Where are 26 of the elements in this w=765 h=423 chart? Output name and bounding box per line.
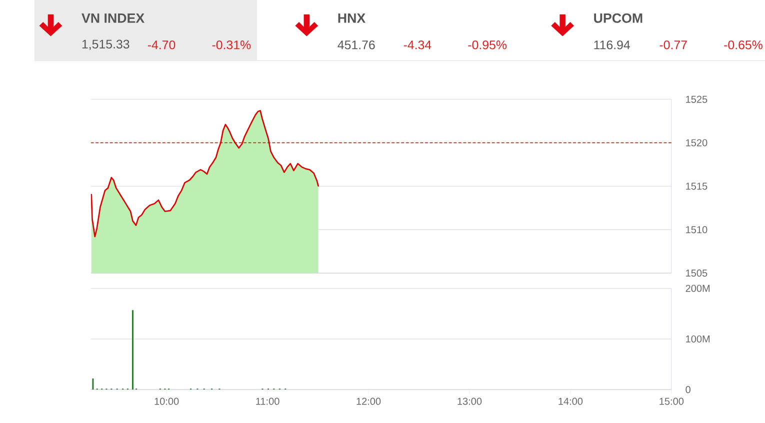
text: 451.76 bbox=[338, 40, 375, 50]
text: 116.94 bbox=[594, 40, 630, 50]
x-tick-label: 13:00 bbox=[458, 398, 482, 405]
x-tick-label: 14:00 bbox=[558, 398, 583, 405]
y-tick-label: 1515 bbox=[686, 182, 708, 190]
text: VN INDEX bbox=[82, 14, 144, 23]
y-tick-label: 1520 bbox=[686, 139, 708, 146]
text: -4.34 bbox=[404, 40, 432, 50]
text: -0.31% bbox=[212, 40, 251, 50]
x-tick-label: 10:00 bbox=[154, 398, 179, 405]
text: -0.95% bbox=[468, 40, 507, 50]
y-tick-label: 100M bbox=[686, 335, 710, 343]
text: HNX bbox=[338, 14, 366, 23]
text: 1,515.33 bbox=[82, 40, 130, 50]
text: -0.65% bbox=[724, 40, 762, 50]
y-tick-label: 1510 bbox=[686, 226, 708, 234]
y-tick-label: 1525 bbox=[686, 96, 708, 103]
x-tick-label: 11:00 bbox=[256, 398, 280, 405]
y-tick-label: 200M bbox=[686, 284, 710, 292]
y-tick-label: 1505 bbox=[686, 270, 708, 277]
text: UPCOM bbox=[594, 13, 642, 23]
text: -4.70 bbox=[148, 40, 176, 50]
x-tick-label: 15:00 bbox=[660, 398, 684, 405]
text: -0.77 bbox=[660, 40, 687, 50]
x-tick-label: 12:00 bbox=[356, 398, 381, 405]
y-tick-label: 0 bbox=[686, 386, 690, 394]
